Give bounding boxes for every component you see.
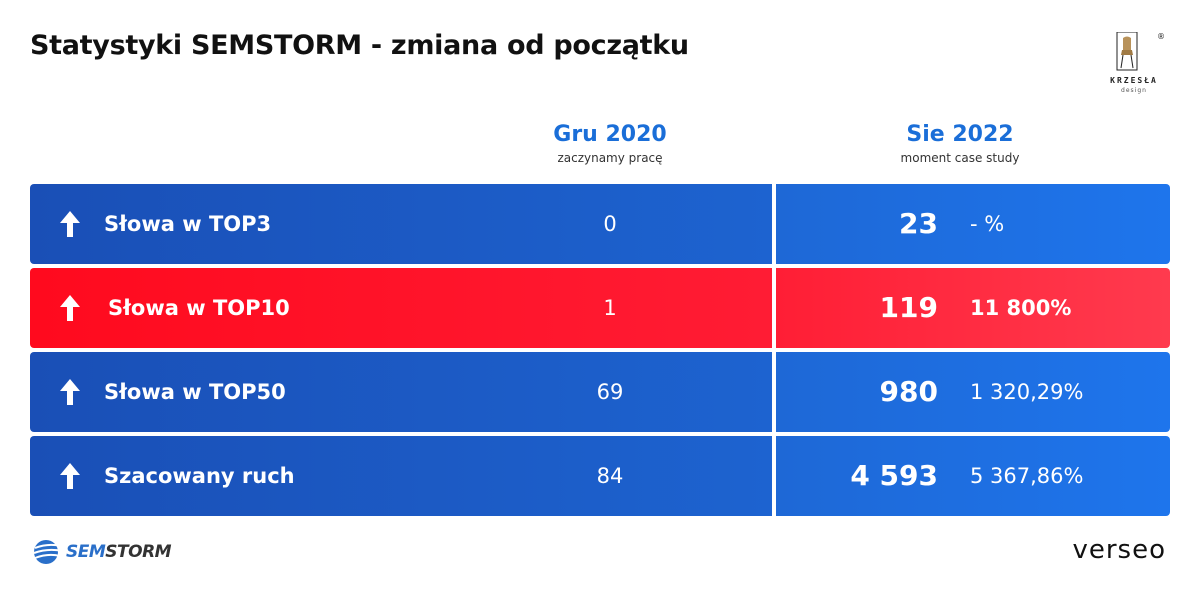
verseo-logo: verseo xyxy=(1072,535,1166,565)
stat-row-traffic: Szacowany ruch 84 4 593 5 367,86% xyxy=(30,436,1170,516)
column-header-now: Sie 2022 moment case study xyxy=(845,122,1075,165)
row-label: Słowa w TOP10 xyxy=(108,296,290,320)
column-now-sub: moment case study xyxy=(900,151,1020,165)
column-start-sub: zaczynamy pracę xyxy=(557,151,663,165)
row-change-value: 11 800% xyxy=(970,296,1072,320)
arrow-up-icon xyxy=(60,463,80,489)
row-left-panel: Słowa w TOP10 1 xyxy=(30,268,772,348)
column-start-label: Gru 2020 xyxy=(553,122,667,147)
row-start-value: 1 xyxy=(603,296,617,320)
stat-row-top3: Słowa w TOP3 0 23 - % xyxy=(30,184,1170,264)
row-label: Słowa w TOP3 xyxy=(104,212,272,236)
stat-row-top50: Słowa w TOP50 69 980 1 320,29% xyxy=(30,352,1170,432)
arrow-up-icon xyxy=(60,295,80,321)
client-logo-sub: design xyxy=(1121,87,1147,94)
row-change-value: - % xyxy=(970,212,1005,236)
semstorm-globe-icon xyxy=(33,540,63,564)
row-now-value: 4 593 xyxy=(850,459,938,492)
column-now-label: Sie 2022 xyxy=(906,122,1014,147)
row-now-value: 23 xyxy=(899,207,938,240)
stat-row-top10: Słowa w TOP10 1 119 11 800% xyxy=(30,268,1170,348)
row-right-panel: 23 - % xyxy=(776,184,1170,264)
semstorm-logo: SEMSTORM xyxy=(32,537,182,567)
column-header-start: Gru 2020 zaczynamy pracę xyxy=(495,122,725,165)
krzesla-design-logo: ® KRZESŁA design xyxy=(1098,32,1170,102)
row-start-value: 0 xyxy=(603,212,617,236)
arrow-up-icon xyxy=(60,211,80,237)
row-left-panel: Słowa w TOP50 69 xyxy=(30,352,772,432)
page-title: Statystyki SEMSTORM - zmiana od początku xyxy=(30,30,689,61)
row-start-value: 69 xyxy=(596,380,624,404)
row-right-panel: 119 11 800% xyxy=(776,268,1170,348)
row-right-panel: 980 1 320,29% xyxy=(776,352,1170,432)
row-now-value: 980 xyxy=(879,375,938,408)
row-start-value: 84 xyxy=(596,464,624,488)
row-right-panel: 4 593 5 367,86% xyxy=(776,436,1170,516)
row-label: Szacowany ruch xyxy=(104,464,295,488)
registered-mark: ® xyxy=(1157,32,1165,41)
chair-icon xyxy=(1116,32,1138,71)
client-logo-name: KRZESŁA xyxy=(1110,76,1158,85)
arrow-up-icon xyxy=(60,379,80,405)
row-now-value: 119 xyxy=(879,291,938,324)
semstorm-wordmark: SEMSTORM xyxy=(66,542,172,562)
row-label: Słowa w TOP50 xyxy=(104,380,286,404)
row-change-value: 5 367,86% xyxy=(970,464,1084,488)
row-left-panel: Szacowany ruch 84 xyxy=(30,436,772,516)
row-left-panel: Słowa w TOP3 0 xyxy=(30,184,772,264)
row-change-value: 1 320,29% xyxy=(970,380,1084,404)
